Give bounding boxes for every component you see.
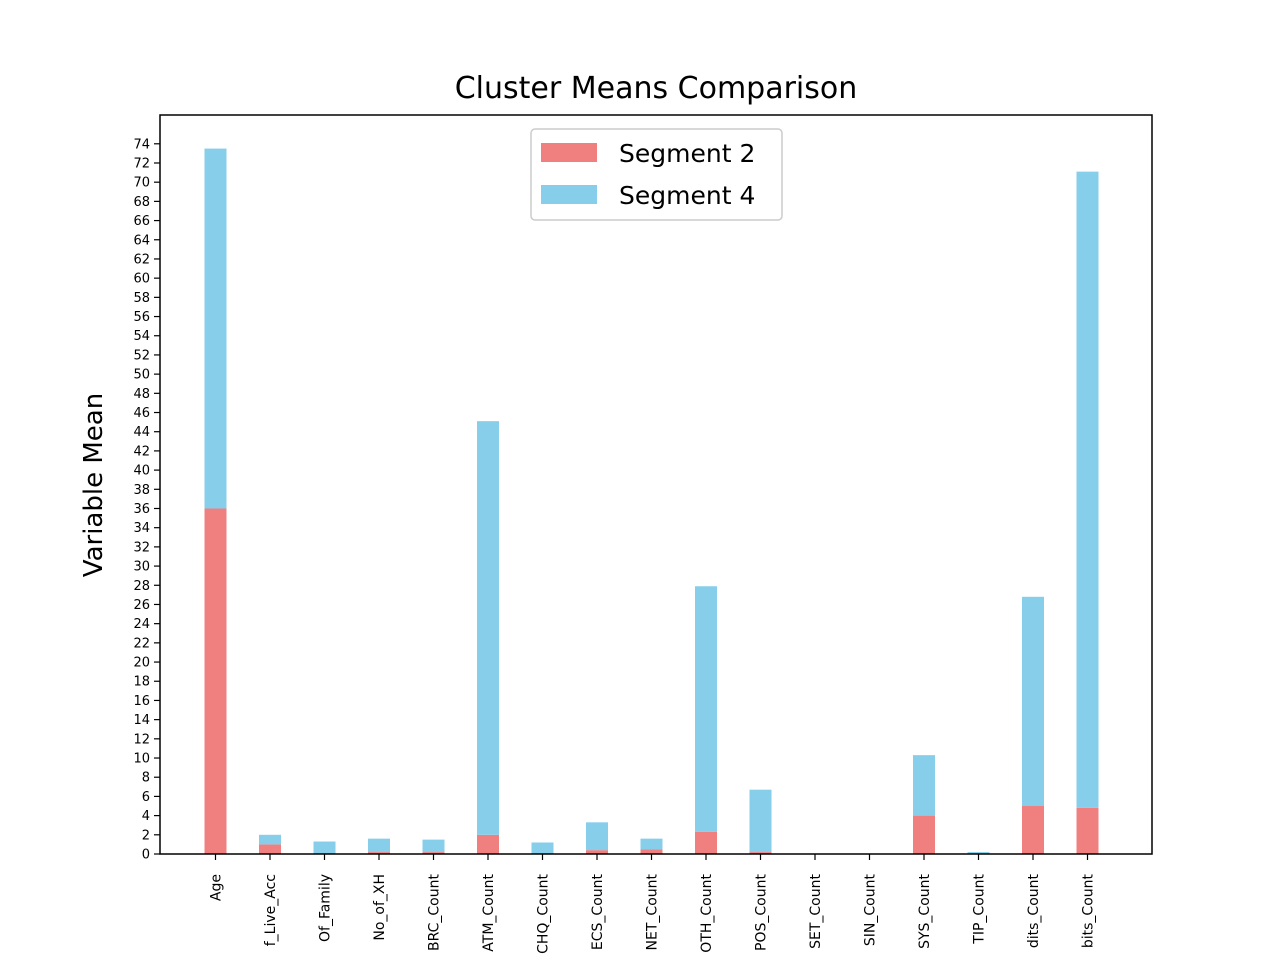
bar-segment-4-brc-count xyxy=(422,839,445,853)
bar-segment-4-dits-count xyxy=(1022,596,1044,807)
bar-segment-4-chq-count xyxy=(531,842,554,854)
legend: Segment 2 Segment 4 xyxy=(530,128,783,221)
y-tick-label: 72 xyxy=(133,156,150,171)
bar-segment-4-atm-count xyxy=(477,421,499,835)
y-tick-label: 4 xyxy=(142,809,150,824)
x-tick-label: SYS_Count xyxy=(917,873,933,948)
x-tick-label: Of_Family xyxy=(318,874,334,942)
bar-segment-4-f-live-acc xyxy=(259,834,281,845)
y-tick-label: 0 xyxy=(142,848,150,863)
y-axis: 0246810121416182022242628303234363840424… xyxy=(133,137,160,863)
bar-segment-2-no-of-xh xyxy=(368,852,390,854)
bar-segment-2-bits-count xyxy=(1076,807,1099,854)
y-tick-label: 50 xyxy=(133,368,150,383)
y-tick-label: 66 xyxy=(133,214,150,229)
x-tick-label: NET_Count xyxy=(645,873,661,950)
x-tick-label: SET_Count xyxy=(808,874,824,949)
bar-segment-2-oth-count xyxy=(695,831,717,854)
x-tick-label: ECS_Count xyxy=(590,873,606,950)
bar-segment-2-ecs-count xyxy=(586,850,608,854)
legend-swatch-segment-2 xyxy=(541,143,597,162)
y-tick-label: 16 xyxy=(133,694,150,709)
bar-segment-4-of-family xyxy=(313,841,336,854)
x-tick-label: bits_Count xyxy=(1081,873,1097,948)
bar-segment-4-no-of-xh xyxy=(368,838,390,853)
y-tick-label: 18 xyxy=(133,675,150,690)
x-tick-label: dits_Count xyxy=(1026,873,1042,948)
chart-title: Cluster Means Comparison xyxy=(455,71,858,106)
bar-segment-4-pos-count xyxy=(749,789,772,853)
y-tick-label: 34 xyxy=(133,521,150,536)
x-tick-label: ATM_Count xyxy=(481,873,497,951)
y-axis-title: Variable Mean xyxy=(79,393,109,577)
y-tick-label: 22 xyxy=(133,636,150,651)
y-tick-label: 24 xyxy=(133,617,150,632)
x-tick-label: Age xyxy=(209,874,225,901)
x-tick-label: SIN_Count xyxy=(863,874,879,947)
x-axis: Age f_Live_Acc Of_Family No_of_XH BRC_Count A… xyxy=(209,854,1097,954)
bar-segment-4-sys-count xyxy=(913,755,935,816)
y-tick-label: 58 xyxy=(133,291,150,306)
legend-label-segment-2: Segment 2 xyxy=(619,139,755,168)
bar-segment-2-brc-count xyxy=(422,852,445,854)
y-tick-label: 60 xyxy=(133,272,150,287)
y-tick-label: 52 xyxy=(133,348,150,363)
y-tick-label: 56 xyxy=(133,310,150,325)
x-tick-label: OTH_Count xyxy=(699,874,715,953)
y-tick-label: 28 xyxy=(133,579,150,594)
y-tick-label: 40 xyxy=(133,464,150,479)
y-tick-label: 36 xyxy=(133,502,150,517)
x-tick-label: POS_Count xyxy=(754,874,770,951)
y-tick-label: 62 xyxy=(133,252,150,267)
x-tick-label: f_Live_Acc xyxy=(263,874,279,946)
bar-segment-2-net-count xyxy=(640,849,663,854)
y-tick-label: 48 xyxy=(133,387,150,402)
bar-segment-4-bits-count xyxy=(1076,171,1099,808)
x-tick-label: TIP_Count xyxy=(972,873,988,944)
bar-segment-2-dits-count xyxy=(1022,806,1044,854)
y-tick-label: 44 xyxy=(133,425,150,440)
plot-frame xyxy=(159,114,1153,855)
y-tick-label: 42 xyxy=(133,444,150,459)
y-tick-label: 46 xyxy=(133,406,150,421)
y-tick-label: 6 xyxy=(142,790,150,805)
bar-segment-2-f-live-acc xyxy=(259,844,281,854)
y-tick-label: 54 xyxy=(133,329,150,344)
y-tick-label: 70 xyxy=(133,176,150,191)
y-tick-label: 10 xyxy=(133,752,150,767)
y-tick-label: 32 xyxy=(133,540,150,555)
x-tick-label: No_of_XH xyxy=(372,874,388,941)
y-tick-label: 74 xyxy=(133,137,150,152)
y-tick-label: 30 xyxy=(133,560,150,575)
bar-segment-4-age xyxy=(204,148,227,509)
x-tick-label: CHQ_Count xyxy=(536,873,552,953)
legend-swatch-segment-4 xyxy=(541,185,597,204)
bar-segment-2-atm-count xyxy=(477,834,499,854)
bars-layer xyxy=(204,148,1099,854)
y-tick-label: 12 xyxy=(133,732,150,747)
y-tick-label: 20 xyxy=(133,656,150,671)
bar-segment-4-tip-count xyxy=(967,852,990,854)
y-tick-label: 26 xyxy=(133,598,150,613)
bar-segment-2-pos-count xyxy=(749,852,772,854)
y-tick-label: 8 xyxy=(142,771,150,786)
y-tick-label: 2 xyxy=(142,828,150,843)
bar-segment-2-age xyxy=(204,508,227,854)
y-tick-label: 38 xyxy=(133,483,150,498)
y-tick-label: 64 xyxy=(133,233,150,248)
legend-label-segment-4: Segment 4 xyxy=(619,181,755,210)
bar-segment-4-ecs-count xyxy=(586,822,608,851)
bar-segment-4-net-count xyxy=(640,838,663,850)
x-tick-label: BRC_Count xyxy=(427,874,443,951)
bar-segment-4-oth-count xyxy=(695,586,717,832)
y-tick-label: 68 xyxy=(133,195,150,210)
bar-segment-2-sys-count xyxy=(913,815,935,854)
y-tick-label: 14 xyxy=(133,713,150,728)
